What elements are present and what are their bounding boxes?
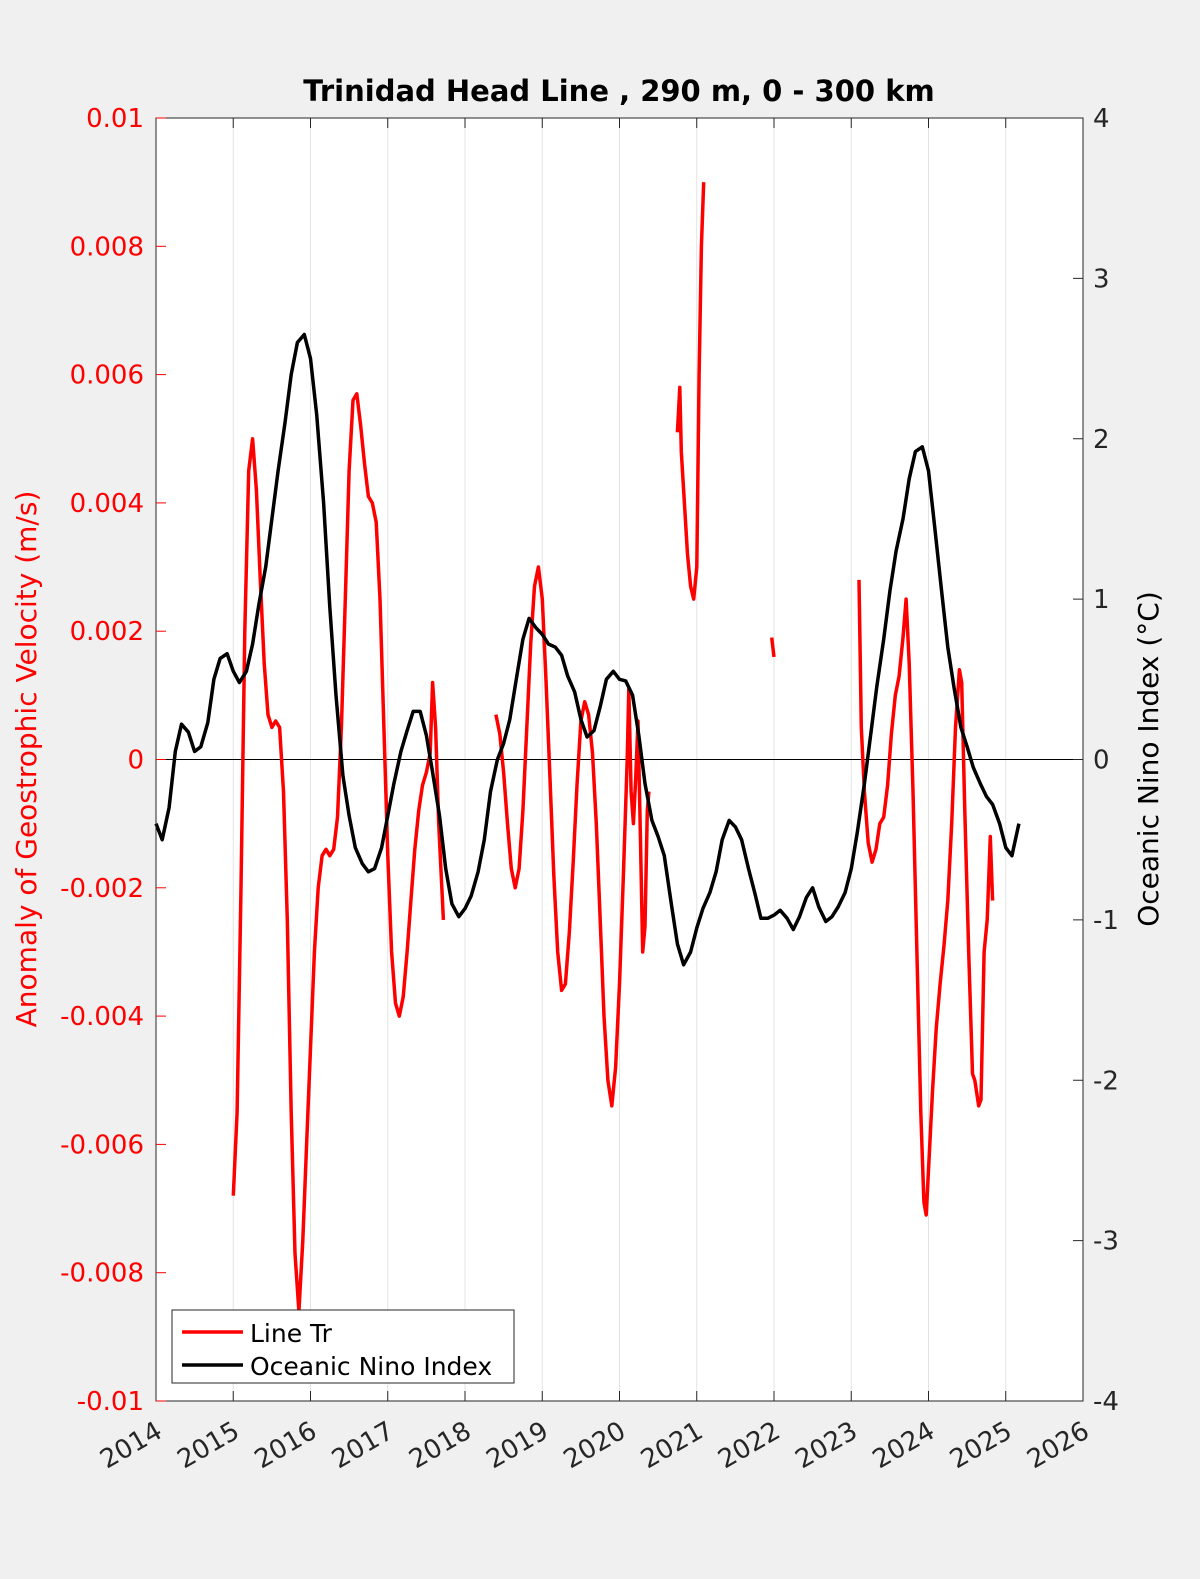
y-right-tick-label: 0 bbox=[1093, 746, 1110, 776]
y-right-tick-label: -4 bbox=[1093, 1387, 1119, 1417]
y-left-tick-label: 0.006 bbox=[70, 361, 144, 391]
series-oceanic-nino-index bbox=[154, 332, 1021, 967]
chart-title: Trinidad Head Line , 290 m, 0 - 300 km bbox=[303, 74, 934, 108]
series-layer bbox=[154, 182, 1021, 1313]
y-left-tick-label: 0.002 bbox=[70, 617, 144, 647]
y-left-tick-label: 0.004 bbox=[70, 489, 144, 519]
series-line-tr-segment-1 bbox=[231, 392, 446, 1313]
y-left-tick-label: -0.004 bbox=[60, 1002, 144, 1032]
y-axis-left-label: Anomaly of Geostrophic Velocity (m/s) bbox=[10, 491, 43, 1028]
y-axis-right-label: Oceanic Nino Index (°C) bbox=[1132, 591, 1165, 927]
y-right-tick-label: 1 bbox=[1093, 585, 1110, 615]
y-right-tick-label: -1 bbox=[1093, 906, 1119, 936]
y-left-tick-label: -0.006 bbox=[60, 1130, 144, 1160]
legend: Line Tr Oceanic Nino Index bbox=[171, 1309, 515, 1384]
series-line-tr-segment-3 bbox=[675, 182, 706, 601]
y-right-tick-label: 4 bbox=[1093, 104, 1110, 134]
series-line-tr-segment-4 bbox=[769, 637, 776, 658]
y-right-tick-label: -2 bbox=[1093, 1066, 1119, 1096]
y-left-tick-label: 0 bbox=[127, 746, 144, 776]
y-left-tick-label: 0.008 bbox=[70, 232, 144, 262]
y-left-tick-label: -0.008 bbox=[60, 1259, 144, 1289]
legend-label-line-tr: Line Tr bbox=[250, 1319, 333, 1348]
y-left-tick-label: -0.002 bbox=[60, 874, 144, 904]
y-right-tick-label: -3 bbox=[1093, 1227, 1119, 1257]
y-right-tick-label: 2 bbox=[1093, 425, 1110, 455]
y-left-tick-label: 0.01 bbox=[86, 104, 144, 134]
series-line-tr-segment-5 bbox=[857, 579, 995, 1217]
legend-label-oni: Oceanic Nino Index bbox=[250, 1352, 492, 1381]
legend-box bbox=[171, 1309, 515, 1384]
y-right-tick-label: 3 bbox=[1093, 264, 1110, 294]
y-left-tick-label: -0.01 bbox=[77, 1387, 144, 1417]
